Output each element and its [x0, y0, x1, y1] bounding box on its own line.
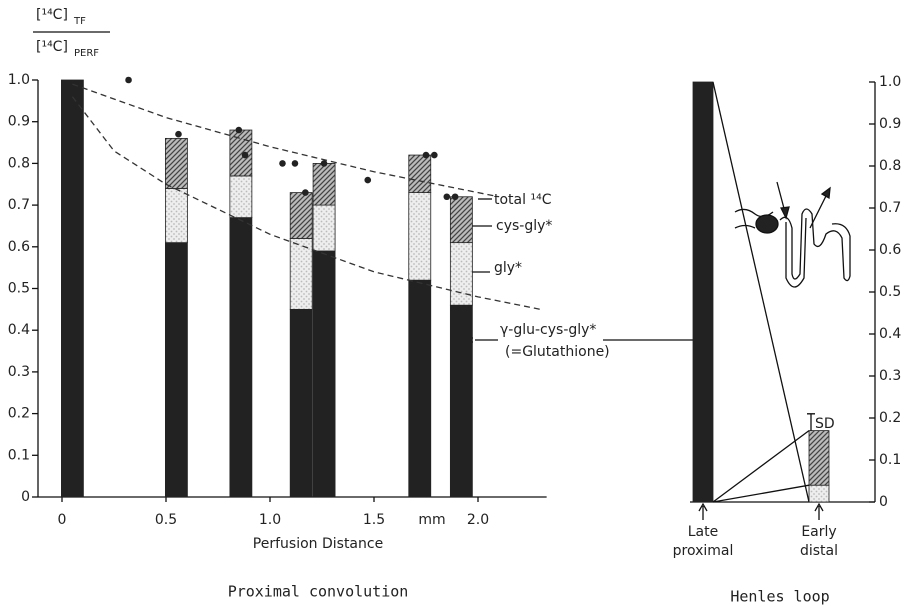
- data-point: [242, 152, 249, 159]
- series-label: gly*: [494, 260, 522, 276]
- data-point: [431, 152, 438, 159]
- data-point: [175, 131, 182, 138]
- y2-tick-label: 0.3: [879, 368, 901, 384]
- bar-segment: [313, 205, 335, 251]
- x-tick-label: 0.5: [155, 512, 177, 528]
- bar-segment: [409, 193, 431, 281]
- y2-tick-label: 0.1: [879, 452, 901, 468]
- category-label: distal: [800, 543, 838, 559]
- y-tick-label: 0.3: [8, 364, 30, 380]
- y2-tick-label: 0.5: [879, 284, 901, 300]
- x-tick-label: 0: [58, 512, 67, 528]
- x-tick-label: 1.0: [259, 512, 281, 528]
- bar-segment: [409, 280, 431, 497]
- bar-segment: [290, 309, 312, 497]
- category-arrow: [699, 504, 707, 520]
- bar-segment: [230, 218, 252, 497]
- category-arrow: [815, 504, 823, 520]
- data-point: [279, 160, 286, 167]
- data-point: [302, 189, 309, 196]
- data-point: [444, 193, 451, 200]
- figure: [¹⁴C] TF [¹⁴C] PERF Perfusion Distance m…: [0, 0, 915, 605]
- x-label: Perfusion Distance: [253, 536, 383, 552]
- data-point: [292, 160, 299, 167]
- data-point: [321, 160, 328, 167]
- y2-tick-label: 0.8: [879, 158, 901, 174]
- y-label-numerator: [¹⁴C]: [36, 7, 68, 23]
- y-label-denominator: [¹⁴C]: [36, 39, 68, 55]
- y-tick-label: 0.9: [8, 114, 30, 130]
- bar-segment: [809, 431, 829, 486]
- y-tick-label: 0.5: [8, 281, 30, 297]
- error-label: SD: [815, 416, 835, 432]
- bar-segment: [165, 188, 187, 242]
- y2-tick-label: 0.6: [879, 242, 901, 258]
- bar-segment: [409, 155, 431, 193]
- y-tick-label: 0.6: [8, 239, 30, 255]
- bar-segment: [450, 243, 472, 306]
- bar-segment: [165, 243, 187, 497]
- bar-segment: [809, 485, 829, 502]
- x-tick-label: 1.5: [363, 512, 385, 528]
- y2-tick-label: 0.2: [879, 410, 901, 426]
- category-label: Late: [688, 524, 718, 540]
- x-unit: mm: [418, 512, 445, 528]
- data-point: [364, 177, 371, 184]
- y2-tick-label: 0.9: [879, 116, 901, 132]
- series-label: cys-gly*: [496, 218, 552, 234]
- y-tick-label: 0: [21, 489, 30, 505]
- bar-segment: [165, 138, 187, 188]
- bar-segment: [230, 130, 252, 176]
- bar-segment: [450, 305, 472, 497]
- data-point: [423, 152, 430, 159]
- footer-left: Proximal convolution: [228, 583, 409, 601]
- bar-segment: [313, 251, 335, 497]
- y-label-denominator-sub: PERF: [74, 48, 99, 59]
- y2-tick-label: 0.7: [879, 200, 901, 216]
- category-label: Early: [801, 524, 836, 540]
- footer-right: Henles loop: [730, 588, 829, 605]
- bar-segment: [61, 80, 83, 497]
- bar-segment: [450, 197, 472, 243]
- y2-tick-label: 0: [879, 494, 888, 510]
- y-tick-label: 0.7: [8, 197, 30, 213]
- error-bar: [807, 414, 815, 431]
- y-tick-label: 0.2: [8, 406, 30, 422]
- annotation: (=Glutathione): [505, 344, 610, 360]
- y-tick-label: 0.1: [8, 447, 30, 463]
- category-label: proximal: [673, 543, 734, 559]
- trend-curve: [72, 84, 498, 197]
- y-tick-label: 0.8: [8, 155, 30, 171]
- nephron-sketch: [735, 182, 850, 287]
- bar-segment: [313, 163, 335, 205]
- points-label: total ¹⁴C: [494, 192, 552, 208]
- bar-segment: [290, 193, 312, 239]
- bar-segment: [693, 82, 713, 502]
- series-label: γ-glu-cys-gly*: [500, 322, 596, 338]
- bar-segment: [230, 176, 252, 218]
- x-tick-label: 2.0: [467, 512, 489, 528]
- data-point: [236, 127, 243, 134]
- y-tick-label: 0.4: [8, 322, 30, 338]
- y-label-numerator-sub: TF: [73, 16, 86, 27]
- data-point: [125, 77, 132, 84]
- bar-segment: [290, 238, 312, 309]
- y-tick-label: 1.0: [8, 72, 30, 88]
- y2-tick-label: 0.4: [879, 326, 901, 342]
- data-point: [452, 193, 459, 200]
- connector: [713, 82, 809, 502]
- y2-tick-label: 1.0: [879, 74, 901, 90]
